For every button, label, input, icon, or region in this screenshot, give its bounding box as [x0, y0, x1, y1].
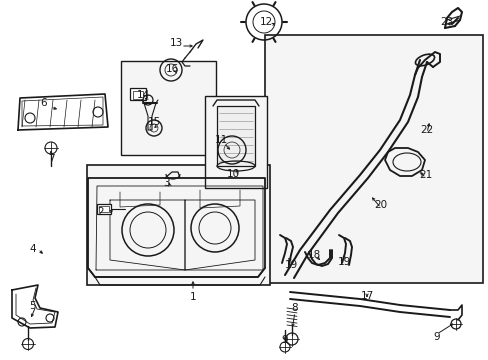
- Text: 20: 20: [374, 200, 387, 210]
- Bar: [130, 88, 146, 100]
- Text: 11: 11: [214, 135, 227, 145]
- Text: 10: 10: [226, 169, 239, 179]
- Text: 8: 8: [291, 303, 298, 313]
- Text: 16: 16: [165, 64, 178, 74]
- Text: 4: 4: [30, 244, 36, 254]
- Text: 2: 2: [98, 207, 104, 217]
- Text: 3: 3: [163, 178, 169, 188]
- Bar: [204, 96, 266, 188]
- Text: 22: 22: [420, 125, 433, 135]
- Text: 1: 1: [189, 292, 196, 302]
- Text: 7: 7: [48, 154, 54, 164]
- Text: 12: 12: [259, 17, 272, 27]
- Bar: [217, 106, 254, 166]
- Text: 18: 18: [307, 250, 320, 260]
- Text: 13: 13: [169, 38, 182, 48]
- Bar: [87, 165, 269, 285]
- Bar: [264, 35, 482, 283]
- Text: 17: 17: [360, 291, 373, 301]
- Text: 19: 19: [337, 257, 350, 267]
- Bar: [133, 91, 142, 99]
- Bar: [121, 61, 216, 155]
- Text: 15: 15: [147, 117, 160, 127]
- Text: 14: 14: [136, 90, 149, 100]
- Text: 21: 21: [419, 170, 432, 180]
- Text: 19: 19: [284, 260, 297, 270]
- Bar: [99, 206, 109, 212]
- Text: 23: 23: [440, 17, 453, 27]
- Text: 5: 5: [30, 301, 36, 311]
- Text: 9: 9: [281, 335, 288, 345]
- Bar: [97, 204, 111, 214]
- Text: 9: 9: [433, 332, 439, 342]
- Text: 6: 6: [41, 98, 47, 108]
